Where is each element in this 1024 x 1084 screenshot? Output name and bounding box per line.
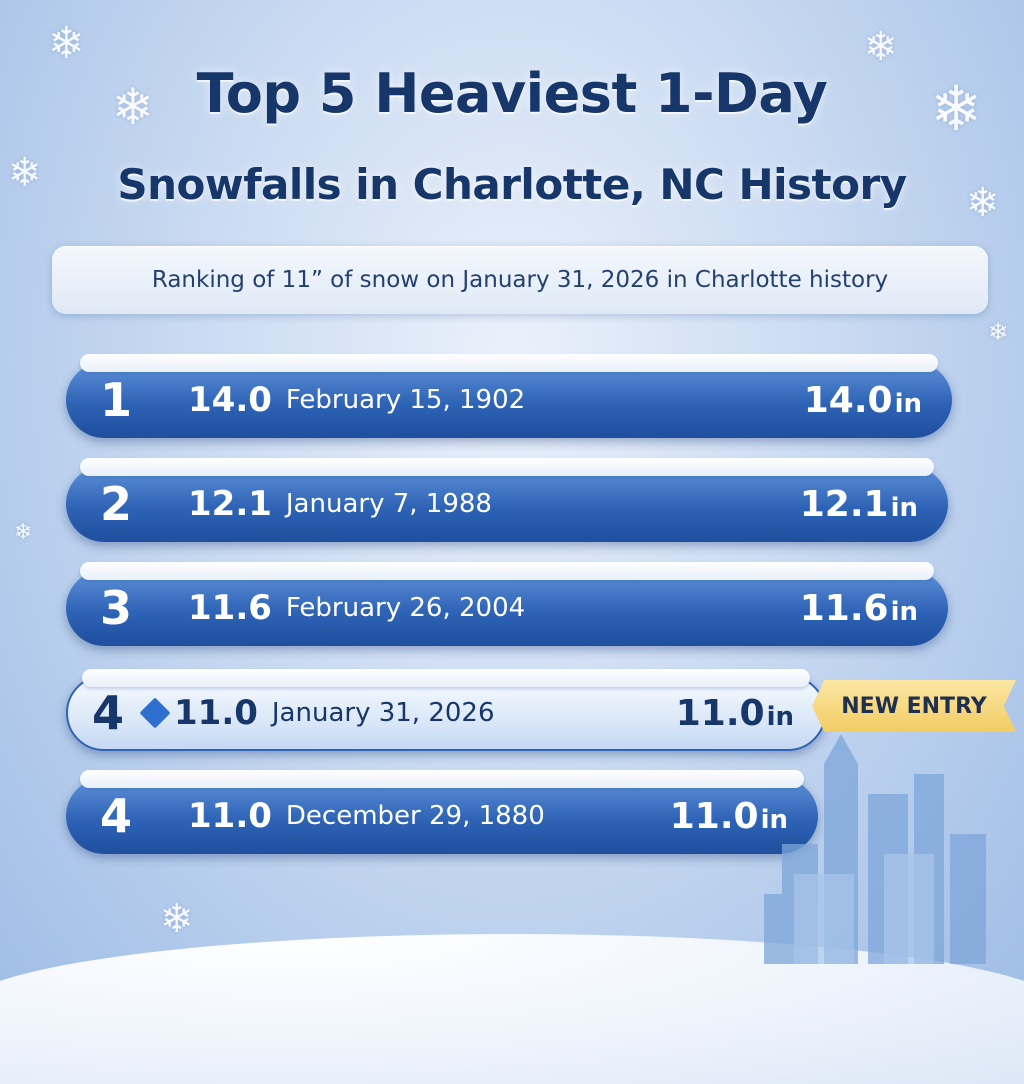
- rank-number: 3: [99, 581, 132, 635]
- page-title: Top 5 Heaviest 1-Day: [196, 62, 828, 125]
- snow-date: January 31, 2026: [271, 698, 495, 728]
- snow-total: 11.0in: [676, 693, 794, 734]
- snow-total-unit: in: [890, 492, 918, 523]
- snowflake-icon: ❄: [160, 896, 194, 942]
- snow-amount: 12.1: [188, 484, 272, 524]
- snow-total-value: 11.0: [669, 795, 759, 837]
- snow-total: 12.1in: [800, 484, 918, 525]
- ranking-row: 2 12.1 January 7, 1988 12.1in: [66, 458, 948, 542]
- snowflake-icon: ❄: [14, 520, 33, 545]
- snow-total-value: 11.6: [799, 587, 889, 629]
- snow-total-unit: in: [890, 596, 918, 627]
- snow-total-value: 11.0: [675, 692, 765, 734]
- ranking-row: 3 11.6 February 26, 2004 11.6in: [66, 562, 948, 646]
- rank-number: 4: [91, 686, 124, 740]
- snow-date: February 26, 2004: [285, 593, 526, 623]
- ranking-row: 1 14.0 February 15, 1902 14.0in: [66, 354, 952, 438]
- snow-total-value: 12.1: [799, 483, 889, 525]
- snow-total: 11.0in: [670, 796, 788, 837]
- snow-total-unit: in: [760, 804, 788, 835]
- ranking-row-highlighted: 4 11.0 January 31, 2026 11.0in: [66, 669, 826, 751]
- snow-amount: 11.0: [188, 796, 272, 836]
- rank-number: 1: [99, 373, 132, 427]
- subtitle-banner: Ranking of 11” of snow on January 31, 20…: [52, 246, 988, 314]
- snow-total: 11.6in: [800, 588, 918, 629]
- city-skyline: [764, 734, 986, 964]
- new-entry-badge: NEW ENTRY: [812, 680, 1016, 732]
- rank-number: 4: [99, 789, 132, 843]
- ranking-row: 4 11.0 December 29, 1880 11.0in: [66, 770, 818, 854]
- snow-amount: 11.0: [174, 693, 258, 733]
- snow-total-unit: in: [894, 388, 922, 419]
- snow-total-value: 14.0: [803, 379, 893, 421]
- snowflake-icon: ❄: [988, 318, 1009, 346]
- snow-amount: 11.6: [188, 588, 272, 628]
- snow-date: December 29, 1880: [285, 801, 545, 831]
- snow-amount: 14.0: [188, 380, 272, 420]
- snow-date: January 7, 1988: [285, 489, 492, 519]
- snow-total: 14.0in: [804, 380, 922, 421]
- page-title-line2: Snowfalls in Charlotte, NC History: [117, 160, 907, 209]
- snow-total-unit: in: [766, 701, 794, 732]
- rank-number: 2: [99, 477, 132, 531]
- snow-date: February 15, 1902: [285, 385, 526, 415]
